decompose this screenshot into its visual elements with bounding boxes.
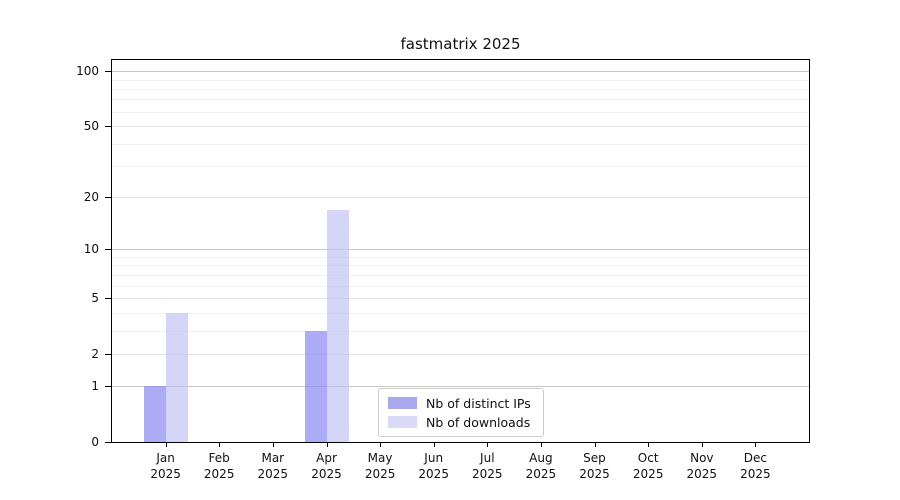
y-axis-tick-20: [105, 197, 111, 199]
gridline-2: [112, 353, 809, 355]
gridline-5: [112, 298, 809, 299]
legend-item-distinct-ips: Nb of distinct IPs: [388, 396, 534, 411]
x-axis-tick-may: [380, 442, 382, 447]
y-axis-tick-10: [105, 249, 111, 251]
chart-title: fastmatrix 2025: [400, 35, 521, 53]
gridline-6: [112, 285, 809, 287]
x-axis-label-apr: Apr 2025: [311, 451, 342, 481]
y-axis-label-2: 2: [91, 346, 99, 361]
bar-jan-distinct-ips: [143, 386, 166, 442]
x-axis-tick-nov: [701, 442, 703, 447]
gridline-1: [112, 386, 809, 388]
y-axis-label-5: 5: [91, 291, 99, 305]
y-axis-tick-50: [105, 126, 111, 127]
x-axis-tick-jul: [487, 442, 489, 447]
x-axis-tick-aug: [540, 442, 542, 447]
gridline-20: [112, 197, 809, 199]
x-axis-label-sep: Sep 2025: [579, 451, 610, 481]
gridline-50: [112, 126, 809, 127]
y-axis-label-10: 10: [83, 242, 99, 257]
x-axis-tick-sep: [594, 442, 596, 447]
bar-apr-distinct-ips: [304, 330, 327, 442]
x-axis-label-jul: Jul 2025: [472, 451, 503, 481]
x-axis-label-feb: Feb 2025: [203, 451, 235, 481]
gridline-90: [112, 79, 809, 81]
y-axis-label-20: 20: [83, 190, 99, 205]
legend-swatch-distinct-ips: [388, 397, 417, 409]
y-axis-label-0: 0: [91, 435, 99, 449]
legend-item-downloads: Nb of downloads: [388, 415, 534, 430]
x-axis-label-may: May 2025: [364, 451, 396, 481]
x-axis-tick-jun: [433, 442, 435, 447]
x-axis-tick-dec: [755, 442, 757, 447]
bar-jan-downloads: [165, 312, 188, 442]
legend-label-distinct-ips: Nb of distinct IPs: [426, 395, 531, 411]
x-axis-label-nov: Nov 2025: [686, 451, 718, 481]
y-axis-tick-1: [105, 386, 111, 388]
y-axis-tick-100: [105, 71, 111, 73]
x-axis-tick-feb: [219, 442, 221, 447]
legend-swatch-downloads: [388, 416, 417, 428]
x-axis-tick-jan: [165, 442, 167, 447]
gridline-100: [112, 71, 809, 73]
gridline-70: [112, 99, 809, 101]
gridline-3: [112, 330, 809, 332]
y-axis-label-50: 50: [83, 119, 99, 133]
gridline-30: [112, 166, 809, 167]
gridline-9: [112, 257, 809, 258]
gridline-8: [112, 265, 809, 267]
gridline-7: [112, 274, 809, 276]
x-axis-label-jun: Jun 2025: [418, 451, 449, 481]
legend-label-downloads: Nb of downloads: [426, 414, 531, 430]
gridline-4: [112, 312, 809, 314]
y-axis-label-100: 100: [76, 64, 99, 79]
x-axis-tick-apr: [326, 442, 328, 447]
gridline-60: [112, 111, 809, 113]
x-axis-label-jan: Jan 2025: [150, 451, 181, 481]
x-axis-tick-oct: [648, 442, 650, 447]
bar-apr-downloads: [326, 209, 349, 442]
y-axis-tick-0: [105, 442, 111, 443]
gridline-40: [112, 143, 809, 145]
gridline-10: [112, 249, 809, 251]
y-axis-tick-5: [105, 298, 111, 299]
y-axis-label-1: 1: [91, 379, 99, 394]
x-axis-label-mar: Mar 2025: [257, 451, 289, 481]
x-axis-label-aug: Aug 2025: [525, 451, 557, 481]
x-axis-label-dec: Dec 2025: [740, 451, 771, 481]
x-axis-tick-mar: [272, 442, 274, 447]
gridline-80: [112, 88, 809, 90]
plot-area: 0 1 2 5 10 20 50 100 Jan 2025 Feb 2025 Mar 2025 Apr 202…: [76, 59, 810, 481]
legend: Nb of distinct IPs Nb of downloads: [378, 388, 544, 437]
y-axis-tick-2: [105, 353, 111, 355]
x-axis-label-oct: Oct 2025: [632, 451, 664, 481]
